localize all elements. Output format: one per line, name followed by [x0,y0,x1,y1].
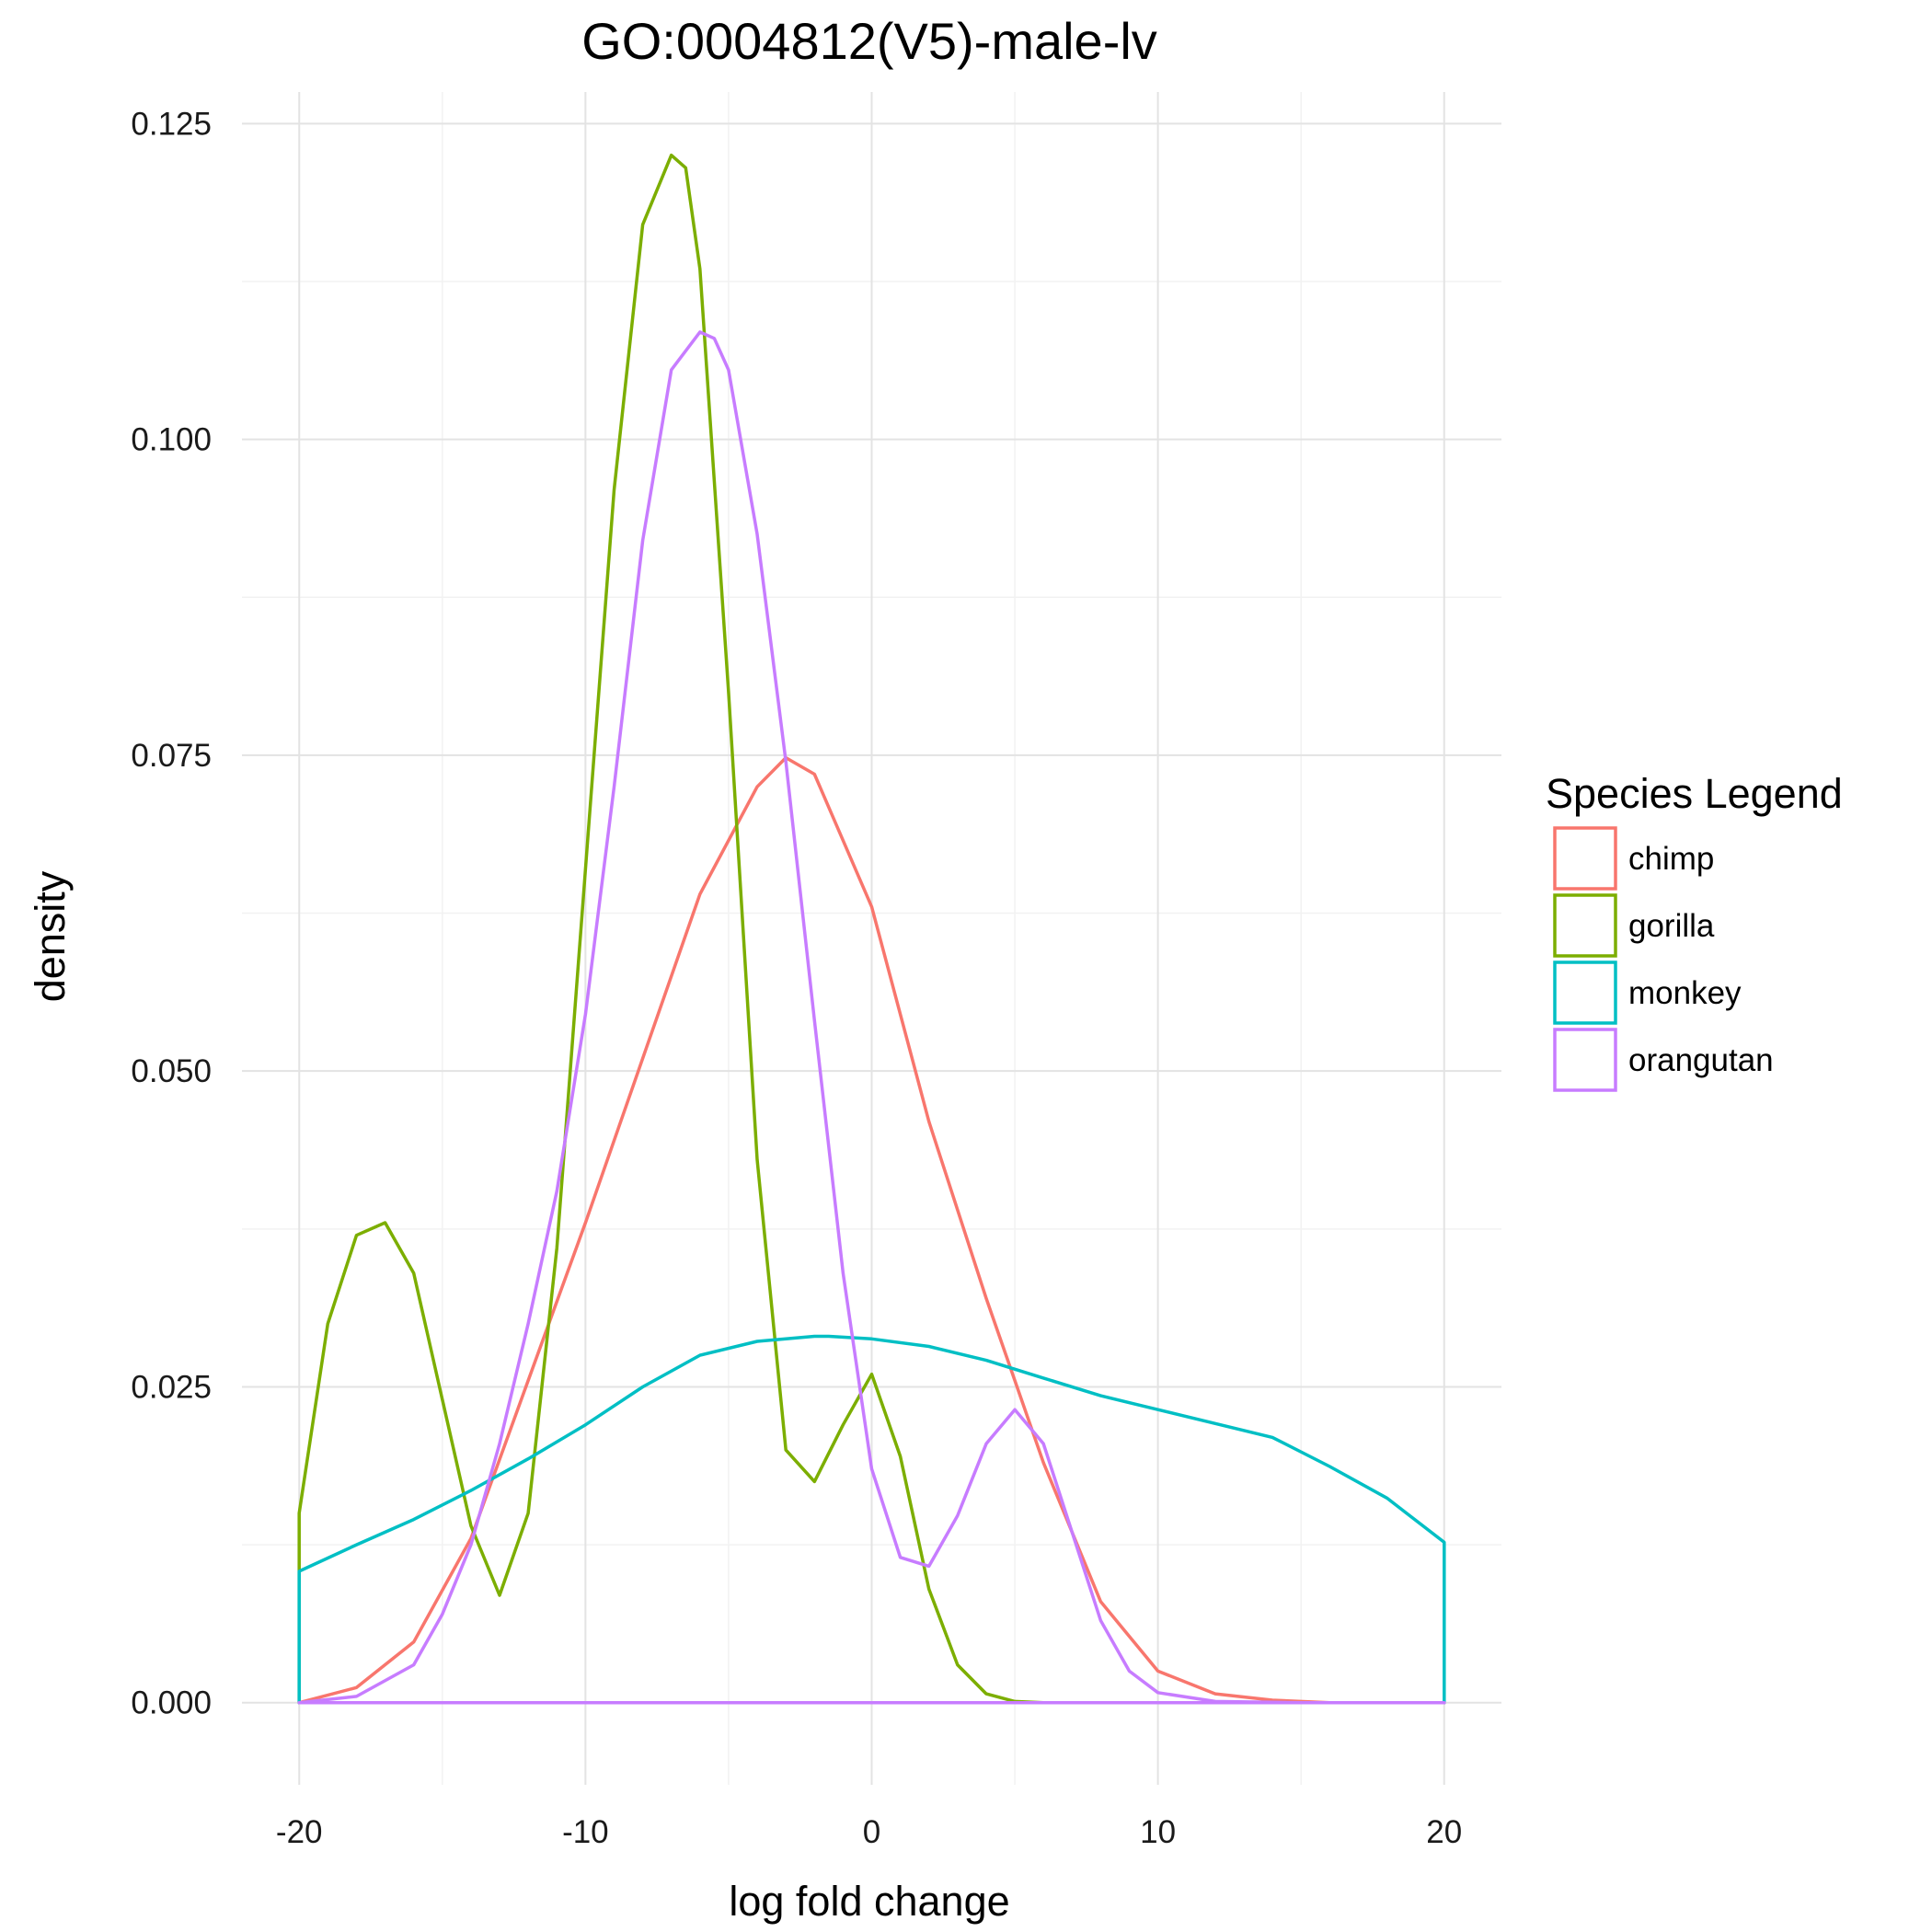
x-tick-label: -10 [562,1814,609,1850]
legend-items: chimp gorilla monkey orangutan [1553,826,1774,1092]
legend-label-orangutan: orangutan [1628,1042,1774,1078]
x-tick-label: 0 [863,1814,880,1850]
legend-key-gorilla [1553,893,1617,958]
y-tick-label: 0.000 [131,1685,212,1721]
y-axis-ticks: 0.000 0.025 0.050 0.075 0.100 0.125 [131,106,212,1720]
x-tick-label: 20 [1426,1814,1462,1850]
legend-label-monkey: monkey [1628,975,1742,1011]
y-axis-title: density [27,870,74,1002]
chart-title: GO:0004812(V5)-male-lv [581,12,1157,70]
density-series [297,153,1446,1705]
legend-key-orangutan [1553,1028,1617,1092]
x-axis-ticks: -20 -10 0 10 20 [276,1814,1462,1850]
y-tick-label: 0.125 [131,106,212,142]
grid [242,92,1501,1785]
legend-key-monkey [1553,960,1617,1025]
legend-label-chimp: chimp [1628,841,1714,877]
legend-title: Species Legend [1546,770,1843,817]
x-axis-title: log fold change [729,1878,1009,1925]
y-tick-label: 0.100 [131,422,212,458]
legend-label-gorilla: gorilla [1628,908,1715,944]
series-monkey [297,1334,1446,1705]
x-tick-label: -20 [276,1814,323,1850]
y-tick-label: 0.075 [131,738,212,774]
x-tick-label: 10 [1140,1814,1176,1850]
legend-key-chimp [1553,826,1617,891]
y-tick-label: 0.025 [131,1369,212,1405]
legend: Species Legend chimp gorilla monkey orangut… [1546,770,1843,1092]
y-tick-label: 0.050 [131,1053,212,1089]
series-orangutan [297,330,1446,1705]
